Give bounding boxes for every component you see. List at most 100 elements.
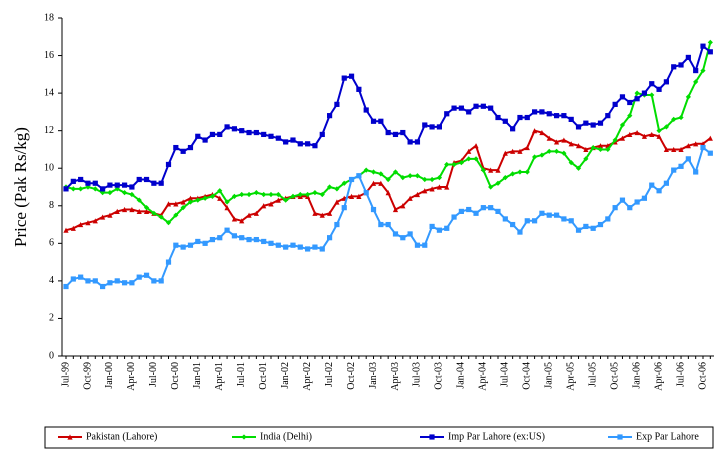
data-point xyxy=(583,156,589,162)
data-point xyxy=(253,210,259,216)
data-point xyxy=(649,182,655,188)
x-tick-label: Apr-02 xyxy=(302,362,313,391)
x-tick-label: Jan-01 xyxy=(192,362,203,389)
data-point xyxy=(466,148,472,154)
data-point xyxy=(561,150,567,156)
data-point xyxy=(378,221,384,228)
data-point xyxy=(239,191,245,198)
data-point xyxy=(400,235,406,241)
data-point xyxy=(275,191,281,198)
data-point xyxy=(224,199,230,205)
data-point xyxy=(165,201,172,207)
data-point xyxy=(275,197,281,203)
data-point xyxy=(473,210,479,216)
data-point xyxy=(466,156,472,162)
data-point xyxy=(202,137,208,143)
x-tick-label: Oct-03 xyxy=(434,362,445,390)
data-point xyxy=(583,120,589,126)
data-point xyxy=(422,122,428,128)
data-point xyxy=(239,128,245,134)
data-point xyxy=(165,161,172,168)
data-point xyxy=(363,167,369,173)
data-point xyxy=(209,131,216,138)
x-tick-label: Jul-00 xyxy=(148,362,159,387)
data-point xyxy=(539,152,545,158)
data-point xyxy=(649,81,655,87)
data-point xyxy=(678,146,684,153)
y-tick-label: 8 xyxy=(49,200,54,211)
data-point xyxy=(546,212,552,218)
data-point xyxy=(510,171,516,177)
data-point xyxy=(348,176,355,183)
data-point xyxy=(488,105,494,111)
data-point xyxy=(370,169,377,175)
data-point xyxy=(129,191,135,198)
data-point xyxy=(85,184,91,190)
data-point xyxy=(180,205,186,211)
data-point xyxy=(100,283,106,290)
data-point xyxy=(634,96,640,102)
data-point xyxy=(517,169,523,175)
data-point xyxy=(473,156,479,162)
data-point xyxy=(231,216,238,222)
data-point xyxy=(209,193,216,199)
data-point xyxy=(414,242,421,248)
data-point xyxy=(575,227,582,233)
data-point xyxy=(561,113,567,119)
data-point xyxy=(143,272,150,278)
data-point xyxy=(597,120,604,126)
data-point xyxy=(217,195,223,201)
data-point xyxy=(458,105,464,111)
data-point xyxy=(143,176,150,183)
data-point xyxy=(407,231,413,237)
data-point xyxy=(531,154,538,160)
x-tick-label: Apr-05 xyxy=(566,362,577,391)
y-tick-label: 12 xyxy=(44,125,54,136)
x-tick-label: Jan-02 xyxy=(280,362,291,389)
data-point xyxy=(685,143,691,149)
data-point xyxy=(217,131,223,138)
data-point xyxy=(143,208,150,215)
data-point xyxy=(678,163,684,169)
data-point xyxy=(400,129,406,136)
data-point xyxy=(531,218,538,224)
data-point xyxy=(297,141,303,147)
data-point xyxy=(619,135,626,141)
data-point xyxy=(78,274,84,280)
data-point xyxy=(370,118,377,124)
data-point xyxy=(173,201,179,207)
data-point xyxy=(619,94,626,100)
data-point xyxy=(590,144,596,151)
data-point xyxy=(231,126,238,132)
data-point xyxy=(348,193,355,199)
y-axis-label: Price (Pak Rs/kg) xyxy=(11,127,30,247)
data-point xyxy=(392,206,399,213)
x-tick-label: Oct-06 xyxy=(697,362,708,390)
data-point xyxy=(480,205,486,211)
data-point xyxy=(334,186,340,192)
data-point xyxy=(671,146,677,153)
data-point xyxy=(246,191,252,198)
data-point xyxy=(70,186,76,192)
series-line xyxy=(65,44,711,191)
y-tick-label: 14 xyxy=(44,87,54,98)
data-point xyxy=(85,278,91,284)
data-point xyxy=(305,141,311,147)
data-point xyxy=(121,190,128,196)
data-point xyxy=(297,191,303,198)
y-tick-label: 10 xyxy=(44,163,54,174)
data-point xyxy=(517,229,523,235)
data-point xyxy=(502,118,508,124)
data-point xyxy=(436,124,443,130)
x-tick-label: Apr-01 xyxy=(214,362,225,391)
data-point xyxy=(700,144,706,151)
data-point xyxy=(121,182,128,188)
data-point xyxy=(414,191,421,198)
legend-marker xyxy=(67,434,73,440)
data-point xyxy=(539,210,545,216)
x-tick-label: Apr-04 xyxy=(478,362,489,391)
data-point xyxy=(305,191,311,198)
data-point xyxy=(85,220,91,226)
data-point xyxy=(561,137,567,143)
x-tick-label: Jan-00 xyxy=(104,362,115,389)
